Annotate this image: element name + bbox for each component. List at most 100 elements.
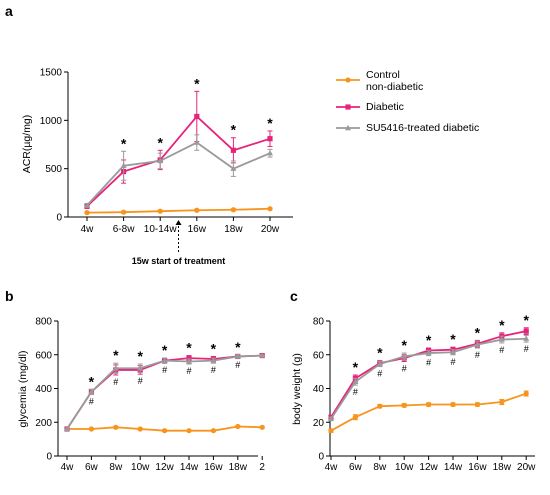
series-line <box>330 392 527 432</box>
data-point <box>64 425 70 432</box>
series-square <box>84 90 273 209</box>
data-point <box>230 165 237 171</box>
significance-star: * <box>231 122 237 138</box>
significance-star: * <box>426 332 432 348</box>
data-point <box>157 157 164 164</box>
significance-star: * <box>113 347 119 363</box>
data-point <box>230 207 236 213</box>
data-point <box>84 202 90 208</box>
x-tick-label: 10-14w <box>144 224 178 235</box>
significance-hash: # <box>426 358 431 368</box>
data-point <box>474 341 481 347</box>
data-point <box>499 399 505 405</box>
x-tick-label: 12w <box>419 462 438 473</box>
significance-hash: # <box>113 377 118 387</box>
x-tick-label: 4w <box>81 224 95 235</box>
data-point <box>376 360 383 367</box>
annotation-text: 15w start of treatment <box>132 256 226 266</box>
y-tick-label: 800 <box>35 317 52 328</box>
x-tick-label: 4w <box>61 462 75 473</box>
x-tick-label: 10w <box>131 462 150 473</box>
significance-hash: # <box>524 344 529 354</box>
significance-hash: # <box>89 396 94 406</box>
y-tick-label: 200 <box>35 418 52 429</box>
x-tick-label: 18w <box>229 462 248 473</box>
series-circle <box>84 206 273 216</box>
data-point <box>328 415 334 422</box>
data-point <box>234 353 241 359</box>
data-point <box>259 424 265 430</box>
significance-star: * <box>137 348 143 364</box>
y-tick-label: 0 <box>56 213 62 224</box>
data-point <box>523 328 529 334</box>
series-line <box>86 141 271 207</box>
data-point <box>161 357 168 363</box>
data-point <box>210 428 216 434</box>
data-point <box>157 208 163 214</box>
significance-hash: # <box>402 364 407 374</box>
data-point <box>186 428 192 434</box>
data-point <box>259 352 266 358</box>
significance-star: * <box>186 340 192 356</box>
data-point <box>352 378 359 384</box>
data-point <box>194 113 200 120</box>
x-tick-label: 14w <box>444 462 463 473</box>
legend-label: Diabetic <box>366 101 404 113</box>
x-tick-label: 6-8w <box>113 224 135 235</box>
data-point <box>498 336 505 342</box>
panel-a: a 0 500 1000 1500 ACR(µg/mg) 4w 6-8w 10-14w 16w 18… <box>5 3 293 266</box>
legend-label: SU5416-treated diabetic <box>366 122 479 134</box>
series-line <box>86 207 271 214</box>
x-tick-label: 18w <box>224 224 243 235</box>
legend-label: non-diabetic <box>366 81 423 93</box>
x-tick-label: 16w <box>188 224 207 235</box>
significance-hash: # <box>450 357 455 367</box>
data-point <box>186 358 192 364</box>
x-tick-label: 4w <box>325 462 339 473</box>
significance-star: * <box>121 135 127 151</box>
data-point <box>267 136 273 142</box>
data-point <box>328 428 334 434</box>
panel-label: c <box>290 288 298 304</box>
data-point <box>450 401 456 408</box>
data-point <box>193 139 200 145</box>
series-circle <box>328 390 529 434</box>
y-axis-title: body weight (g) <box>291 353 303 425</box>
data-point <box>162 428 168 434</box>
data-point <box>121 209 127 215</box>
x-tick-label: 12w <box>155 462 174 473</box>
significance-star: * <box>235 339 241 355</box>
data-point <box>523 335 530 341</box>
data-point <box>267 206 273 212</box>
legend-marker <box>345 77 351 83</box>
y-tick-label: 0 <box>46 452 52 463</box>
significance-star: * <box>450 331 456 347</box>
data-point <box>450 349 456 355</box>
y-tick-label: 20 <box>313 418 325 429</box>
data-point <box>194 207 200 213</box>
y-axis-title: glycemia (mg/dl) <box>17 350 29 427</box>
y-tick-label: 1500 <box>40 68 63 79</box>
data-point <box>137 426 143 432</box>
x-tick-label: 8w <box>373 462 387 473</box>
data-point <box>230 147 236 153</box>
significance-star: * <box>353 359 359 375</box>
x-tick-label: 2 <box>259 462 265 473</box>
significance-star: * <box>499 317 505 333</box>
significance-star: * <box>162 342 168 358</box>
data-point <box>235 423 241 430</box>
legend-label: Control <box>366 69 400 81</box>
series-triangle <box>328 334 530 422</box>
data-point <box>523 390 529 397</box>
data-point <box>425 349 432 356</box>
legend-entry: SU5416-treated diabetic <box>336 122 479 134</box>
significance-star: * <box>377 345 383 361</box>
annotation-arrow-head <box>175 220 182 225</box>
significance-hash: # <box>186 366 191 376</box>
series-line <box>86 115 271 208</box>
significance-hash: # <box>138 376 143 386</box>
data-point <box>88 426 94 432</box>
